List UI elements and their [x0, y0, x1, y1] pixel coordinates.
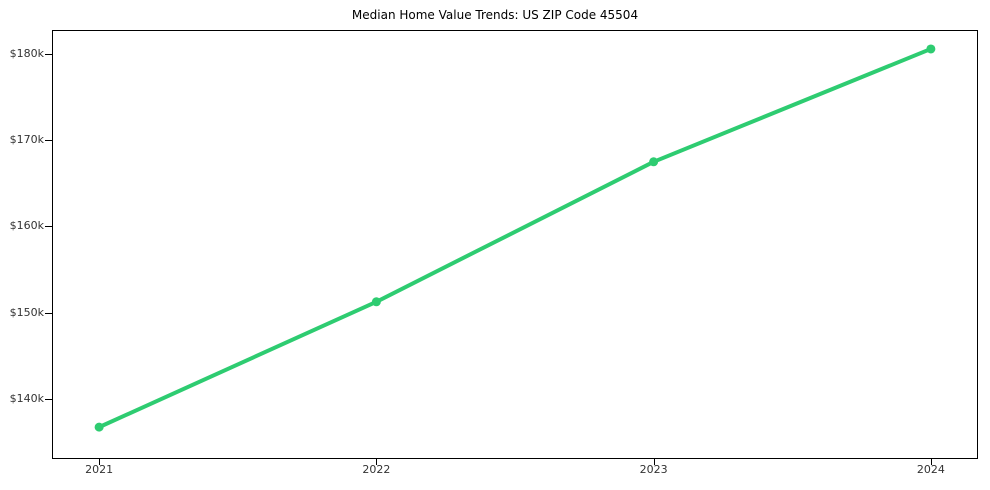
x-axis-tick-mark [376, 459, 377, 465]
x-axis-tick-label: 2024 [916, 463, 945, 476]
y-axis-tick-label: $140k [9, 391, 44, 405]
x-axis-tick-mark [931, 459, 932, 465]
y-axis-tick-label: $160k [9, 219, 44, 233]
x-axis-tick-label: 2022 [362, 463, 391, 476]
x-axis-tick-label: 2021 [85, 463, 114, 476]
series-line-median-home-value [94, 44, 936, 432]
y-axis-tick-mark [45, 399, 52, 400]
y-axis-tick-label: $180k [9, 47, 44, 61]
series-line [97, 46, 933, 430]
y-axis-tick-mark [45, 313, 52, 314]
y-axis-tick-label: $150k [9, 305, 44, 319]
chart-title: Median Home Value Trends: US ZIP Code 45… [351, 8, 639, 22]
plot-inner [53, 31, 977, 458]
data-point-marker [649, 157, 659, 167]
y-axis-tick-mark [45, 54, 52, 55]
plot-area [52, 30, 978, 459]
x-axis-tick-mark [654, 459, 655, 465]
y-axis-tick-mark [45, 226, 52, 227]
data-point-marker [371, 297, 381, 307]
x-axis-tick-label: 2023 [639, 463, 668, 476]
data-point-marker [926, 44, 936, 54]
y-axis-tick-labels: $140k $150k $160k $170k $180k [0, 0, 44, 490]
y-axis-tick-mark [45, 140, 52, 141]
data-point-marker [94, 422, 104, 432]
y-axis-tick-label: $170k [9, 133, 44, 147]
x-axis-tick-mark [99, 459, 100, 465]
